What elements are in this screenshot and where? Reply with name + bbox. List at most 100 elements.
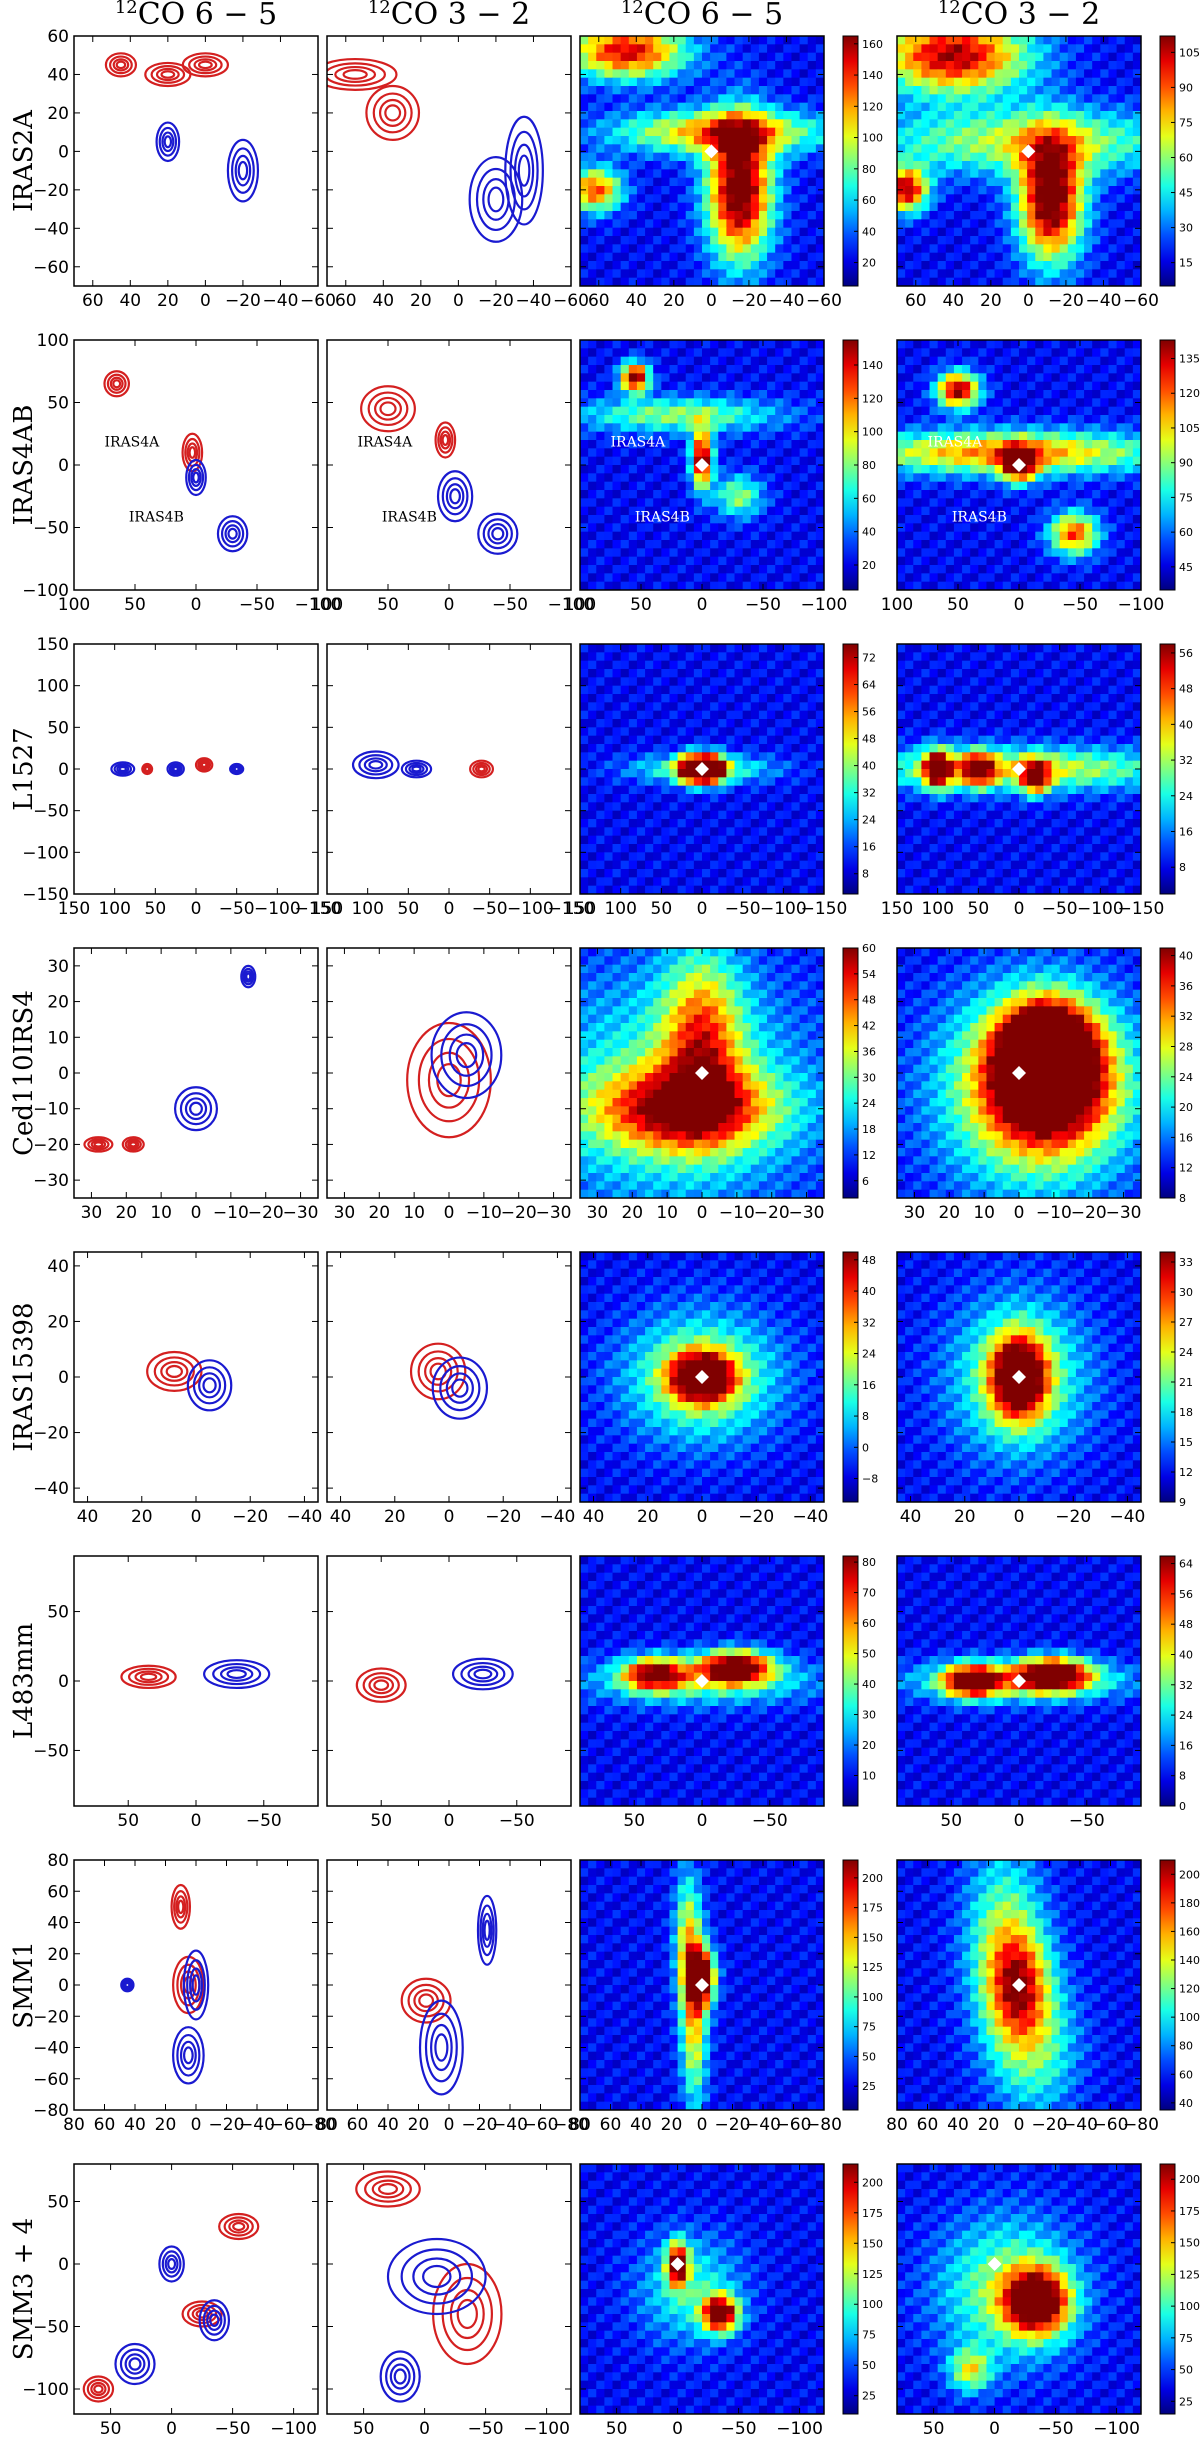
- heatmap-cell: [645, 177, 654, 187]
- heatmap-cell: [994, 448, 1004, 458]
- heatmap-cell: [758, 548, 768, 558]
- heatmap-cell: [702, 694, 711, 703]
- heatmap-cell: [685, 727, 695, 737]
- heatmap-cell: [604, 373, 614, 383]
- heatmap-cell: [1059, 269, 1069, 279]
- heatmap-cell: [1075, 398, 1085, 408]
- heatmap-cell: [1002, 202, 1012, 212]
- heatmap-cell: [897, 136, 906, 145]
- heatmap-cell: [1059, 565, 1069, 574]
- heatmap-cell: [1059, 144, 1069, 154]
- heatmap-cell: [758, 506, 768, 516]
- heatmap-cell: [685, 827, 695, 837]
- heatmap-cell: [612, 236, 622, 245]
- heatmap-cell: [612, 515, 622, 524]
- heatmap-cell: [913, 348, 922, 358]
- heatmap-cell: [750, 777, 760, 787]
- heatmap-cell: [742, 227, 752, 237]
- heatmap-cell: [718, 356, 727, 366]
- heatmap-cell: [693, 727, 703, 737]
- heatmap-cell: [758, 381, 768, 391]
- heatmap-cell: [1043, 481, 1053, 491]
- heatmap-cell: [653, 652, 662, 662]
- heatmap-cell: [970, 652, 979, 662]
- heatmap-cell: [953, 423, 963, 433]
- heatmap-cell: [897, 252, 906, 262]
- panel-frame: [896, 35, 1142, 287]
- heatmap-cell: [1084, 211, 1093, 220]
- heatmap-cell: [726, 356, 736, 366]
- heatmap-cell: [1075, 423, 1085, 433]
- heatmap-cell: [1116, 211, 1126, 220]
- heatmap-cell: [1010, 365, 1020, 374]
- heatmap-cell: [1067, 498, 1077, 508]
- heatmap-cell: [1059, 448, 1069, 458]
- heatmap-cell: [897, 548, 906, 558]
- y-tick-label: 60: [47, 27, 69, 47]
- heatmap-cell: [945, 677, 955, 687]
- heatmap-cell: [1108, 431, 1118, 441]
- heatmap-cell: [1002, 548, 1012, 558]
- heatmap-cell: [718, 52, 727, 62]
- heatmap-cell: [702, 348, 711, 358]
- heatmap-cell: [710, 548, 719, 558]
- heatmap-cell: [588, 390, 597, 399]
- heatmap-cell: [1116, 202, 1126, 212]
- heatmap-cell: [620, 769, 630, 778]
- heatmap-cell: [612, 381, 622, 391]
- heatmap-cell: [685, 127, 695, 137]
- heatmap-cell: [929, 244, 939, 254]
- heatmap-cell: [758, 498, 768, 508]
- heatmap-cell: [612, 752, 622, 762]
- heatmap-cell: [929, 144, 939, 154]
- row-label: IRAS2A: [9, 109, 39, 212]
- heatmap-cell: [994, 119, 1004, 129]
- heatmap-cell: [775, 727, 784, 737]
- x-tick-label: 100: [604, 899, 636, 919]
- heatmap-cell: [669, 540, 679, 549]
- heatmap-cell: [653, 777, 662, 787]
- heatmap-cell: [693, 677, 703, 687]
- heatmap-cell: [758, 490, 768, 499]
- heatmap-cell: [620, 144, 630, 154]
- heatmap-cell: [1043, 202, 1053, 212]
- heatmap-cell: [1027, 186, 1036, 195]
- heatmap-cell: [596, 236, 605, 245]
- source-annotation: IRAS4B: [952, 509, 1007, 525]
- heatmap-cell: [767, 161, 776, 170]
- heatmap-cell: [750, 827, 760, 837]
- heatmap-cell: [783, 77, 793, 87]
- heatmap-cell: [588, 365, 597, 374]
- heatmap-cell: [953, 431, 963, 441]
- heatmap-cell: [807, 356, 817, 366]
- heatmap-cell: [628, 440, 638, 449]
- heatmap-cell: [710, 852, 719, 862]
- heatmap-cell: [685, 785, 695, 795]
- heatmap-cell: [913, 531, 922, 541]
- heatmap-cell: [742, 852, 752, 862]
- heatmap-cell: [726, 490, 736, 499]
- heatmap-cell: [1116, 52, 1126, 62]
- heatmap-cell: [620, 727, 630, 737]
- heatmap-cell: [628, 498, 638, 508]
- heatmap-cell: [710, 785, 719, 795]
- heatmap-cell: [807, 744, 817, 753]
- heatmap-cell: [807, 819, 817, 828]
- heatmap-cell: [1092, 244, 1101, 254]
- heatmap-cell: [669, 710, 679, 720]
- heatmap-cell: [669, 381, 679, 391]
- heatmap-cell: [742, 440, 752, 449]
- heatmap-cell: [1010, 381, 1020, 391]
- heatmap-cell: [588, 348, 597, 358]
- x-tick-label: 100: [58, 595, 90, 615]
- heatmap-cell: [815, 498, 824, 508]
- heatmap-cell: [1124, 86, 1134, 95]
- heatmap-cell: [588, 211, 597, 220]
- heatmap-cell: [669, 52, 679, 62]
- heatmap-cell: [588, 694, 597, 703]
- heatmap-cell: [758, 161, 768, 170]
- heatmap-cell: [1075, 473, 1085, 483]
- heatmap-cell: [669, 348, 679, 358]
- heatmap-cell: [628, 390, 638, 399]
